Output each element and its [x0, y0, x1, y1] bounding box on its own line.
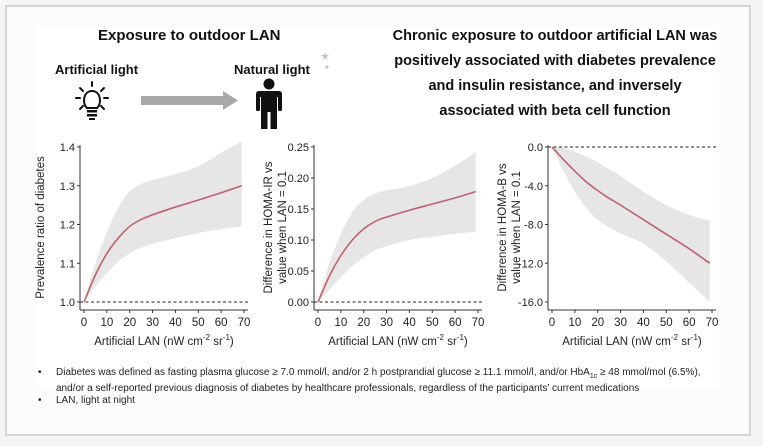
x-axis-label: Artificial LAN (nW cm-2 sr-1): [562, 333, 702, 348]
estimate-line: [83, 184, 242, 303]
y-axis-label: Difference in HOMA-B vs: [497, 163, 509, 291]
x-tick-label: 30: [614, 317, 627, 329]
estimate-line: [317, 190, 476, 303]
moon-stars-icon: [301, 52, 329, 79]
conclusion-line: and insulin resistance, and inversely: [428, 78, 682, 94]
y-tick-label: 0.05: [288, 266, 309, 278]
x-tick-label: 20: [357, 317, 370, 329]
y-tick-label: 1.4: [60, 142, 75, 154]
conclusion-line: Chronic exposure to outdoor artificial L…: [392, 28, 718, 44]
x-tick-label: 60: [683, 317, 696, 329]
x-tick-label: 40: [403, 317, 416, 329]
conclusion-line: positively associated with diabetes prev…: [394, 53, 716, 69]
y-tick-label: 0.15: [288, 204, 309, 216]
footnote-lan-definition: • LAN, light at night: [38, 395, 701, 407]
x-tick-label: 30: [146, 317, 159, 329]
x-tick-label: 20: [123, 317, 136, 329]
y-axis-label: Difference in HOMA-IR vs: [263, 161, 275, 293]
footnote-text: and/or a self-reported previous diagnosi…: [56, 383, 640, 394]
person-icon: [256, 78, 282, 129]
conclusion-title: Chronic exposure to outdoor artificial L…: [385, 24, 725, 124]
y-axis-label: value when LAN = 0.1: [511, 171, 523, 284]
lightbulb-icon: [75, 81, 109, 120]
x-tick-label: 70: [472, 317, 485, 329]
estimate-line: [551, 146, 711, 264]
y-tick-label: 1.1: [60, 258, 75, 270]
bullet: •: [38, 395, 42, 406]
footnote-text: LAN, light at night: [56, 395, 135, 406]
x-tick-label: 50: [192, 317, 205, 329]
y-tick-label: 1.3: [60, 181, 75, 193]
x-tick-label: 60: [215, 317, 228, 329]
y-tick-label: 0.20: [288, 173, 309, 185]
footnote-diabetes-definition: • Diabetes was defined as fasting plasma…: [38, 367, 701, 395]
y-tick-label: 0.00: [288, 297, 309, 309]
x-tick-label: 10: [100, 317, 113, 329]
x-tick-label: 10: [334, 317, 347, 329]
bullet: •: [38, 367, 42, 378]
x-tick-label: 50: [426, 317, 439, 329]
natural-light-label: Natural light: [234, 62, 310, 77]
confidence-band: [84, 141, 242, 302]
confidence-band: [318, 151, 476, 302]
y-tick-label: -12.0: [518, 258, 543, 270]
x-tick-label: 50: [660, 317, 673, 329]
confidence-band: [552, 147, 710, 302]
x-tick-label: 60: [449, 317, 462, 329]
y-axis-label: value when LAN = 0.1: [277, 171, 289, 284]
x-tick-label: 0: [549, 317, 555, 329]
y-tick-label: -16.0: [518, 297, 543, 309]
exposure-title: Exposure to outdoor LAN: [98, 27, 281, 44]
x-tick-label: 40: [169, 317, 182, 329]
footnote-text: ≥ 48 mmol/mol (6.5%),: [597, 367, 701, 378]
y-tick-label: 0.25: [288, 142, 309, 154]
chart-homa-b: 0.0 -4.0 -8.0 -12.0 -16.0 0 10 20 30 40 50 60 70 Arti…: [497, 142, 719, 348]
artificial-light-label: Artificial light: [55, 62, 139, 77]
x-tick-label: 0: [81, 317, 87, 329]
x-axis-label: Artificial LAN (nW cm-2 sr-1): [328, 333, 468, 348]
x-tick-label: 10: [568, 317, 581, 329]
x-tick-label: 0: [315, 317, 321, 329]
x-tick-label: 40: [637, 317, 650, 329]
conclusion-line: associated with beta cell function: [439, 103, 671, 119]
x-tick-label: 70: [238, 317, 251, 329]
x-tick-label: 70: [706, 317, 719, 329]
y-axis-label: Prevalence ratio of diabetes: [35, 156, 47, 299]
y-tick-label: -8.0: [524, 220, 543, 232]
y-tick-label: 0.0: [528, 142, 543, 154]
footnote-subscript: 1c: [589, 373, 598, 380]
x-tick-label: 20: [591, 317, 604, 329]
footnote-text: Diabetes was defined as fasting plasma g…: [56, 367, 590, 378]
chart-diabetes-prevalence: 1.0 1.1 1.2 1.3 1.4 0 10 20 30 40 50 60 70 Artificial…: [35, 141, 251, 348]
x-tick-label: 30: [380, 317, 393, 329]
arrow-right-icon: [141, 91, 238, 110]
y-tick-label: 0.10: [288, 235, 309, 247]
footnotes: • Diabetes was defined as fasting plasma…: [38, 367, 701, 407]
x-axis-label: Artificial LAN (nW cm-2 sr-1): [94, 333, 234, 348]
y-tick-label: 1.2: [60, 220, 75, 232]
y-tick-label: -4.0: [524, 181, 543, 193]
chart-homa-ir: 0.00 0.05 0.10 0.15 0.20 0.25 0 10 20 30 40 50 60 70 A…: [263, 142, 485, 348]
y-tick-label: 1.0: [60, 297, 75, 309]
